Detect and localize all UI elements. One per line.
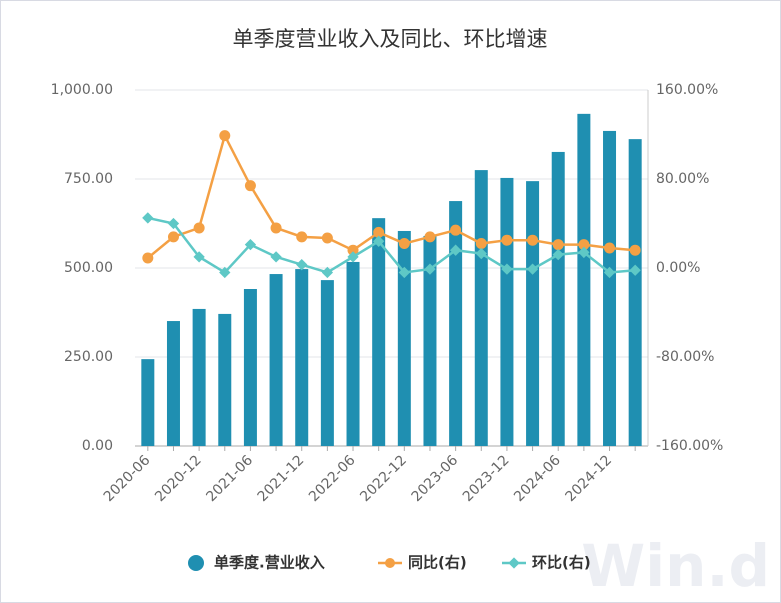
point <box>552 248 564 261</box>
bar <box>243 289 257 446</box>
point <box>604 242 616 254</box>
legend-label: 同比(右) <box>408 554 467 572</box>
point <box>398 238 410 250</box>
point <box>296 231 308 243</box>
point <box>449 244 462 256</box>
bar <box>603 130 617 446</box>
point <box>475 238 487 250</box>
point <box>219 130 231 142</box>
bar <box>628 139 642 447</box>
point <box>501 263 513 275</box>
point <box>552 239 564 251</box>
point <box>142 212 154 224</box>
y-tick-label: 500.00 <box>64 260 113 276</box>
point <box>578 239 590 251</box>
y2-tick-label: 160.00% <box>656 82 718 98</box>
point <box>321 232 333 244</box>
line <box>147 216 636 275</box>
bar <box>192 308 206 446</box>
point <box>219 266 231 279</box>
point <box>475 247 487 260</box>
bar <box>141 359 155 446</box>
point <box>424 231 436 243</box>
bar <box>218 313 232 446</box>
bar <box>372 218 386 446</box>
point <box>244 180 256 192</box>
legend-marker <box>385 558 395 568</box>
point <box>398 266 410 279</box>
point <box>527 234 539 246</box>
point <box>373 235 385 247</box>
point <box>270 251 282 263</box>
bar <box>474 170 488 446</box>
point <box>373 226 385 238</box>
legend-marker <box>508 557 520 569</box>
point <box>629 244 641 256</box>
bar <box>346 261 360 446</box>
y-tick-label: 0.00 <box>82 438 113 454</box>
point <box>321 266 334 279</box>
bar <box>577 113 591 447</box>
point <box>347 244 359 256</box>
y-tick-label: 250.00 <box>64 349 113 365</box>
bar <box>295 269 309 446</box>
y2-tick-label: 0.00% <box>656 260 700 276</box>
point <box>526 263 539 275</box>
y-tick-label: 1,000.00 <box>51 82 113 98</box>
point <box>347 251 359 263</box>
point <box>603 266 616 279</box>
legend-marker <box>188 555 204 571</box>
point <box>629 264 641 276</box>
y2-tick-label: 80.00% <box>656 171 709 187</box>
bar <box>500 177 514 446</box>
legend-label: 单季度.营业收入 <box>214 554 325 572</box>
legend-label: 环比(右) <box>532 554 591 572</box>
point <box>424 263 436 275</box>
bar <box>320 280 334 446</box>
chart-title: 单季度营业收入及同比、环比增速 <box>233 27 548 51</box>
bar <box>269 274 283 446</box>
bar <box>166 321 180 446</box>
point <box>296 259 308 271</box>
point <box>193 251 205 263</box>
point <box>142 252 154 264</box>
bar <box>551 151 565 446</box>
point <box>193 222 205 234</box>
point <box>167 231 179 243</box>
bar <box>526 181 540 447</box>
bar <box>449 201 463 446</box>
point <box>270 222 282 234</box>
y2-tick-label: -160.00% <box>656 438 723 454</box>
watermark: Win.d <box>581 532 770 600</box>
point <box>450 224 462 236</box>
bar <box>423 235 437 446</box>
bar <box>397 230 411 446</box>
point <box>244 238 257 251</box>
point <box>167 217 180 230</box>
point <box>501 234 513 246</box>
y-tick-label: 750.00 <box>64 171 113 187</box>
y2-tick-label: -80.00% <box>656 349 714 365</box>
